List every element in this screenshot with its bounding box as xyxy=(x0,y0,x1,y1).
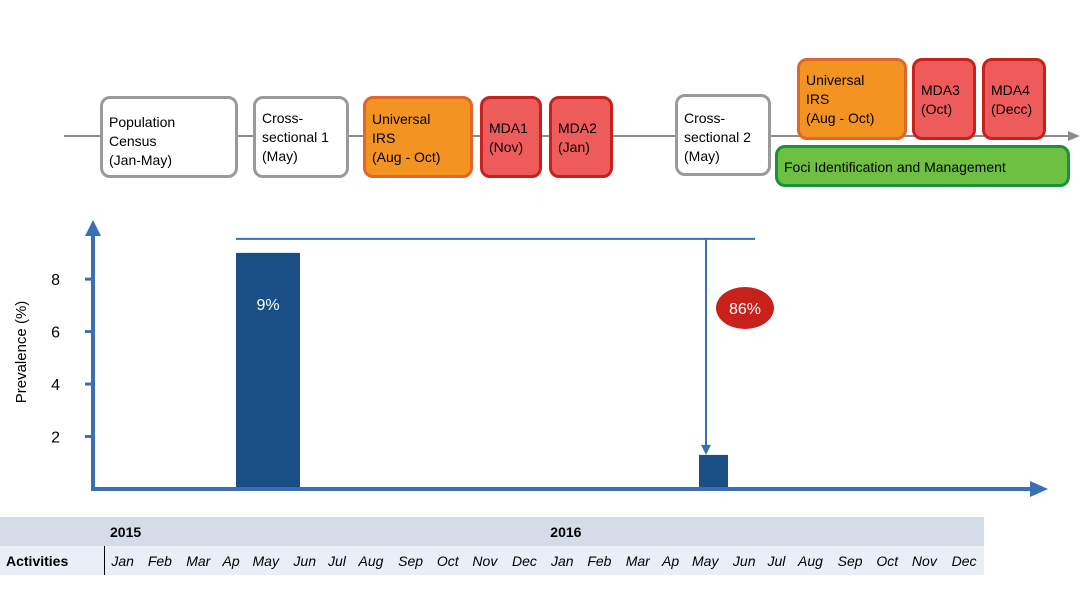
month-cell: Nov xyxy=(465,546,505,575)
month-cell: Aug xyxy=(351,546,391,575)
timeline-box-cross-sectional-2: Cross- sectional 2 (May) xyxy=(675,94,771,176)
month-cell: Oct xyxy=(430,546,466,575)
month-cell: Dec xyxy=(504,546,545,575)
y-axis-label: Prevalence (%) xyxy=(13,301,30,404)
month-cell: Feb xyxy=(580,546,619,575)
year-2016: 2016 xyxy=(544,517,984,546)
month-cell: Mar xyxy=(618,546,657,575)
month-cell: Jul xyxy=(322,546,352,575)
month-cell: Dec xyxy=(944,546,984,575)
reduction-badge xyxy=(716,287,774,329)
y-tick-label: 2 xyxy=(51,430,60,447)
month-cell: Sep xyxy=(830,546,870,575)
reduction-badge-label: 86% xyxy=(729,301,761,318)
timeline-box-cross-sectional-1: Cross- sectional 1 (May) xyxy=(253,96,349,178)
timeline-box-cross-sectional-1-label: Cross- sectional 1 (May) xyxy=(262,110,329,164)
month-cell: Jan xyxy=(544,546,581,575)
bar xyxy=(236,252,300,487)
timeline-box-mda3: MDA3 (Oct) xyxy=(912,58,976,140)
timeline-box-mda4: MDA4 (Decc) xyxy=(982,58,1046,140)
y-ticks: 2 4 6 8 xyxy=(51,272,93,447)
month-row: Activities Jan Feb Mar Ap May Jun Jul Aug Sep Oct… xyxy=(0,546,984,575)
month-cell: Ap xyxy=(656,546,685,575)
timeline-box-foci-label: Foci Identification and Management xyxy=(784,159,1006,175)
timeline-box-irs-2-label: Universal IRS (Aug - Oct) xyxy=(806,72,875,126)
prevalence-chart: Prevalence (%) 2 4 6 8 9% 86% xyxy=(13,220,1048,497)
month-cell: Oct xyxy=(869,546,905,575)
timeline-box-foci: Foci Identification and Management xyxy=(775,145,1070,187)
y-axis-arrowhead xyxy=(85,220,101,236)
timeline-box-mda2-label: MDA2 (Jan) xyxy=(558,120,597,155)
month-cell: May xyxy=(684,546,727,575)
month-cell: Jul xyxy=(762,546,791,575)
year-2015: 2015 xyxy=(104,517,545,546)
chart-axes xyxy=(85,220,1048,497)
year-row: 2015 2016 xyxy=(0,517,984,546)
bar-data-label: 9% xyxy=(256,297,279,314)
y-tick-label: 4 xyxy=(51,377,60,394)
timeline-box-irs-2: Universal IRS (Aug - Oct) xyxy=(797,58,907,140)
timeline-box-mda1: MDA1 (Nov) xyxy=(480,96,542,178)
y-tick-label: 6 xyxy=(51,325,60,342)
month-cell: Mar xyxy=(179,546,218,575)
activities-label: Activities xyxy=(0,546,104,575)
month-cell: Ap xyxy=(217,546,245,575)
month-cell: Feb xyxy=(140,546,180,575)
timeline-box-irs-1-label: Universal IRS (Aug - Oct) xyxy=(372,111,441,165)
month-cell: Sep xyxy=(390,546,431,575)
timeline-box-mda3-label: MDA3 (Oct) xyxy=(921,82,960,117)
timeline-box-census-label: Population Census (Jan-May) xyxy=(109,114,176,168)
reduction-arrowhead xyxy=(701,444,711,455)
timeline-box-mda1-label: MDA1 (Nov) xyxy=(489,120,528,155)
x-axis-arrowhead xyxy=(1030,481,1048,497)
timeline-box-mda2: MDA2 (Jan) xyxy=(549,96,613,178)
month-cell: Nov xyxy=(904,546,945,575)
month-cell: Jun xyxy=(726,546,763,575)
month-cell: May xyxy=(244,546,287,575)
timeline-box-census: Population Census (Jan-May) xyxy=(100,96,238,178)
month-cell: Jan xyxy=(103,546,141,575)
bar xyxy=(699,454,728,487)
y-tick-label: 8 xyxy=(51,272,60,289)
bars: 9% xyxy=(236,252,728,487)
month-cell: Jun xyxy=(286,546,323,575)
activities-table: 2015 2016 Activities Jan Feb Mar Ap May Jun Ju… xyxy=(0,517,984,575)
month-cell: Aug xyxy=(790,546,831,575)
year-row-spacer xyxy=(0,517,104,546)
reduction-annotation: 86% xyxy=(236,237,774,455)
timeline-box-irs-1: Universal IRS (Aug - Oct) xyxy=(363,96,473,178)
timeline-box-cross-sectional-2-label: Cross- sectional 2 (May) xyxy=(684,110,751,164)
timeline-arrowhead xyxy=(1068,131,1080,141)
timeline-box-mda4-label: MDA4 (Decc) xyxy=(991,82,1033,117)
